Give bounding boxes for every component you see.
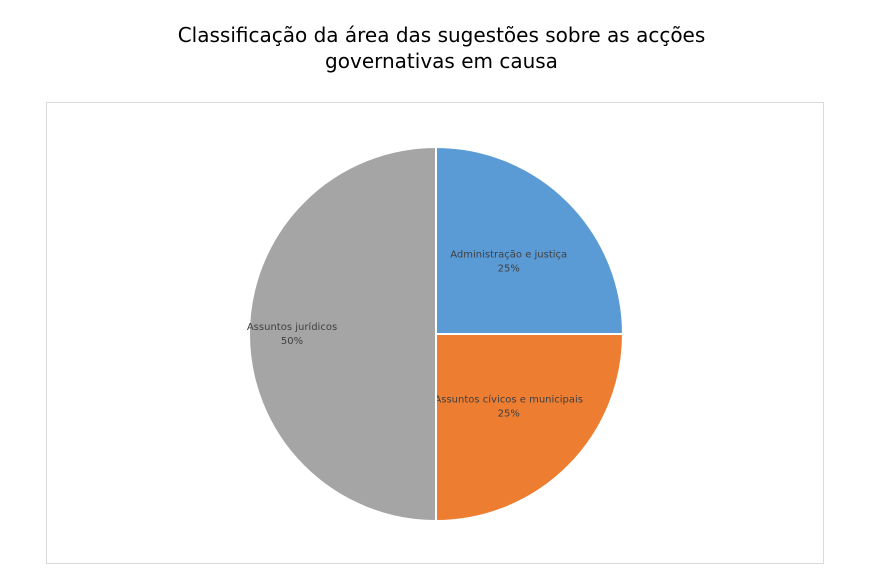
chart-title-line-2: governativas em causa [325,49,558,73]
chart-title-line-1: Classificação da área das sugestões sobr… [177,23,706,47]
slice-label-assuntos-civicos-e-municipais: Assuntos cívicos e municipais [434,394,583,406]
pie-slice-administracao-e-justica [435,145,625,335]
slice-label-administracao-e-justica: Administração e justiça [450,249,567,260]
slice-percent-administracao-e-justica: 25% [498,263,520,274]
pie-slice-assuntos-juridicos [248,145,437,523]
chart-title: Classificação da área das sugestões sobr… [0,22,883,74]
slice-percent-assuntos-civicos-e-municipais: 25% [498,409,520,420]
pie-slice-assuntos-civicos-e-municipais [435,333,625,523]
slice-percent-assuntos-juridicos: 50% [281,336,303,347]
slice-label-assuntos-juridicos: Assuntos jurídicos [247,321,337,333]
